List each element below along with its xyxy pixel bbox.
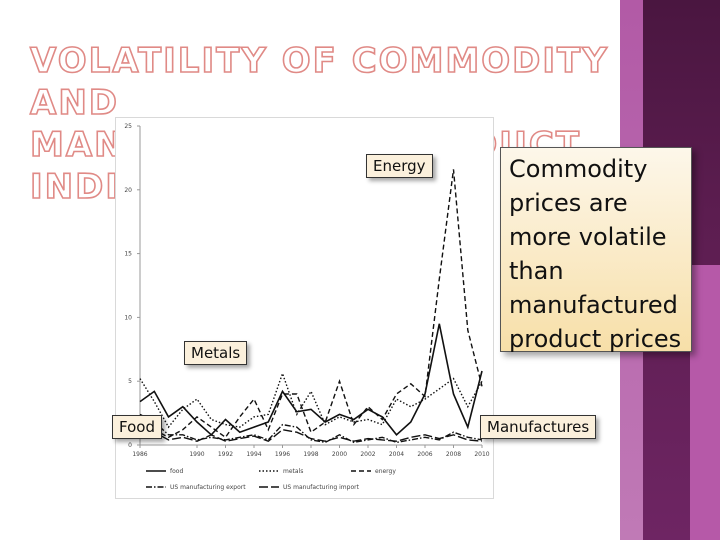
x-tick-label: 2002 [360, 451, 375, 458]
x-tick-label: 1998 [303, 451, 318, 458]
x-tick-label: 2006 [417, 451, 432, 458]
y-tick-label: 15 [124, 251, 132, 258]
y-tick-label: 10 [124, 314, 132, 321]
volatility-chart: 0 5 10 15 20 25 1986 1990 1992 1994 1996 1998 2000 20… [124, 123, 489, 491]
x-tick-label: 1990 [189, 451, 204, 458]
commodity-volatility-callout: Commodity prices are more volatile than … [500, 147, 692, 353]
food-callout: Food [112, 415, 162, 439]
manufactures-callout: Manufactures [480, 415, 597, 439]
series-line-us-manufacturing-export [139, 413, 483, 444]
chart-frame: 0 5 10 15 20 25 1986 1990 1992 1994 1996 1998 2000 20… [115, 117, 494, 499]
x-tick-label: 2004 [389, 451, 404, 458]
y-tick-label: 0 [128, 442, 132, 449]
food-callout-label: Food [119, 418, 155, 436]
y-tick-label: 20 [124, 187, 132, 194]
series-line-metals [139, 371, 483, 429]
legend-label: energy [375, 468, 396, 475]
energy-callout: Energy [366, 154, 433, 178]
x-tick-label: 2000 [332, 451, 347, 458]
series-line-food [139, 323, 483, 436]
x-tick-label: 1994 [246, 451, 261, 458]
metals-callout-label: Metals [191, 344, 241, 362]
x-tick-label: 1986 [132, 451, 147, 458]
x-tick-label: 2010 [474, 451, 489, 458]
legend-label: food [170, 468, 183, 475]
y-tick-label: 5 [128, 378, 132, 385]
legend-label: US manufacturing import [283, 484, 360, 491]
slide-title-line1: VOLATILITY OF COMMODITY AND [29, 40, 609, 124]
series-line-energy [139, 169, 483, 439]
series-line-us-manufacturing-import [139, 423, 483, 442]
manufactures-callout-label: Manufactures [487, 418, 590, 436]
x-tick-label: 1992 [218, 451, 233, 458]
legend-label: US manufacturing export [170, 484, 246, 491]
legend-label: metals [283, 468, 303, 475]
y-tick-label: 25 [124, 123, 132, 130]
commodity-volatility-text: Commodity prices are more volatile than … [509, 155, 682, 353]
decorative-stripe [690, 265, 720, 540]
x-tick-label: 2008 [446, 451, 461, 458]
x-tick-label: 1996 [275, 451, 290, 458]
metals-callout: Metals [184, 341, 248, 365]
energy-callout-label: Energy [373, 157, 426, 175]
